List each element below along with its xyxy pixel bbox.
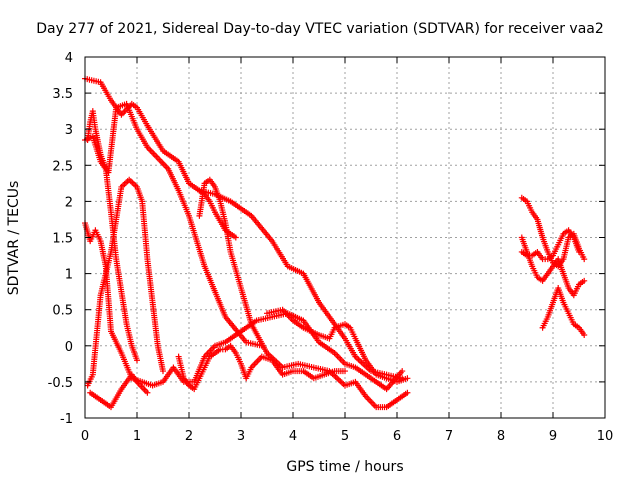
data-point-marker <box>581 256 588 263</box>
x-tick-label: 4 <box>289 429 297 444</box>
grid <box>85 57 605 418</box>
data-point-marker <box>342 368 348 375</box>
x-tick-label: 9 <box>549 429 557 444</box>
x-tick-label: 6 <box>393 429 401 444</box>
x-tick-label: 7 <box>445 429 453 444</box>
y-tick-label: -0.5 <box>48 376 73 391</box>
data-point-marker <box>576 248 582 255</box>
x-axis-label: GPS time / hours <box>286 459 403 475</box>
x-tick-label: 3 <box>237 429 245 444</box>
y-tick-label: 3 <box>65 123 73 138</box>
data-point-marker <box>399 368 406 375</box>
data-point-marker <box>404 389 411 396</box>
x-tick-label: 1 <box>133 429 141 444</box>
data-points <box>82 75 588 411</box>
data-point-marker <box>160 368 166 375</box>
x-tick-label: 0 <box>81 429 89 444</box>
y-tick-label: 1.5 <box>52 232 73 247</box>
y-tick-label: 2 <box>65 195 73 210</box>
y-tick-label: 0 <box>65 340 73 355</box>
x-tick-label: 2 <box>185 429 193 444</box>
data-point-marker <box>232 234 239 241</box>
x-tick-label: 5 <box>341 429 349 444</box>
y-tick-label: -1 <box>60 412 73 427</box>
data-point-marker <box>581 277 588 284</box>
y-tick-label: 4 <box>65 51 73 66</box>
y-tick-label: 1 <box>65 268 73 283</box>
data-point-marker <box>144 389 151 396</box>
x-tick-label: 10 <box>597 429 614 444</box>
axis-ticks: 0 1 2 3 4 5 6 7 8 9 10 -1 -0.5 0 0.5 1 1.5 2 2.5 3 3.5 4 <box>48 51 614 444</box>
x-tick-label: 8 <box>497 429 505 444</box>
y-tick-label: 0.5 <box>52 304 73 319</box>
data-point-marker <box>581 331 588 338</box>
data-point-marker <box>134 357 140 364</box>
y-tick-label: 2.5 <box>52 159 73 174</box>
chart-title: Day 277 of 2021, Sidereal Day-to-day VTE… <box>36 21 604 37</box>
data-point-marker <box>404 375 411 382</box>
y-tick-label: 3.5 <box>52 87 73 102</box>
y-axis-label: SDTVAR / TECUs <box>6 181 22 296</box>
